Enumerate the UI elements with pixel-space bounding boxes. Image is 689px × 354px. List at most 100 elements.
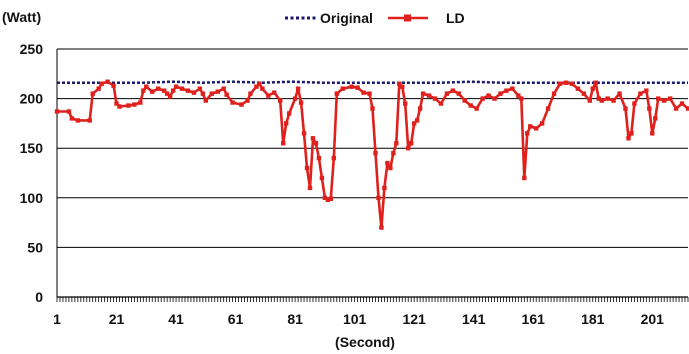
legend: Original LD [285, 10, 465, 26]
data-point [185, 88, 191, 93]
y-tick-label: 100 [20, 190, 44, 206]
data-point [623, 106, 628, 111]
data-point [114, 101, 119, 106]
data-point [590, 86, 595, 91]
data-point [99, 81, 104, 86]
legend-original: Original [285, 10, 373, 26]
data-point [394, 141, 399, 146]
data-point [328, 196, 334, 201]
y-axis-title: (Watt) [2, 9, 41, 25]
data-point [373, 150, 378, 156]
data-point [117, 104, 122, 109]
data-point [438, 101, 444, 106]
data-point [272, 90, 277, 95]
data-point [525, 131, 530, 136]
series-ld [54, 79, 689, 230]
data-point [230, 100, 235, 105]
y-tick-label: 200 [20, 91, 44, 107]
data-point [215, 89, 220, 94]
data-point [450, 88, 456, 93]
data-point [563, 80, 569, 85]
data-point [316, 155, 322, 161]
x-tick-label: 81 [287, 311, 303, 327]
data-point [281, 141, 286, 146]
data-point [414, 118, 420, 123]
legend-ld: LD [388, 10, 465, 26]
x-tick-label: 161 [522, 311, 546, 327]
data-point [388, 165, 393, 171]
data-point [298, 100, 304, 105]
data-point [661, 98, 667, 103]
data-point [54, 109, 60, 114]
data-point [164, 91, 170, 96]
data-point [355, 85, 360, 90]
data-point [587, 98, 592, 103]
legend-ld-label: LD [446, 10, 465, 26]
x-tick-label: 61 [228, 311, 244, 327]
x-tick-label: 101 [343, 311, 367, 327]
data-point [331, 155, 337, 161]
data-point [334, 91, 339, 96]
data-point [444, 91, 450, 96]
data-point [304, 165, 310, 171]
data-point [403, 101, 408, 106]
data-point [69, 116, 75, 121]
data-point [569, 81, 575, 86]
data-point [638, 91, 643, 96]
x-tick-label: 181 [581, 311, 605, 327]
data-point [522, 175, 527, 181]
data-point [283, 121, 289, 126]
data-point [673, 106, 679, 111]
data-point [397, 81, 402, 86]
data-point [278, 98, 283, 103]
data-point [340, 86, 345, 91]
data-point [307, 185, 313, 191]
data-point [420, 91, 426, 96]
data-point [653, 116, 658, 121]
data-point [408, 141, 414, 146]
data-point [468, 103, 473, 108]
x-tick-label: 1 [53, 311, 61, 327]
y-tick-label: 50 [27, 239, 43, 255]
y-tick-label: 250 [20, 41, 44, 57]
data-point [367, 91, 372, 96]
data-point [519, 96, 524, 101]
data-point [349, 84, 354, 89]
data-point [510, 86, 515, 91]
data-point [644, 88, 649, 93]
data-point [295, 86, 301, 91]
data-point [310, 136, 316, 141]
data-point [75, 118, 81, 123]
data-point [685, 106, 689, 111]
data-point [248, 91, 253, 96]
data-point [254, 84, 259, 89]
data-point [167, 94, 173, 99]
data-point [647, 106, 652, 111]
data-point [486, 93, 491, 98]
data-point [292, 96, 298, 101]
x-tick-label: 41 [168, 311, 184, 327]
x-tick-label: 121 [402, 311, 426, 327]
data-point [141, 88, 146, 93]
data-point [656, 96, 661, 101]
data-point [197, 86, 203, 91]
data-point [516, 93, 521, 98]
series-layer [54, 79, 689, 230]
series-original [57, 80, 688, 84]
data-point [382, 185, 387, 191]
data-point [257, 81, 262, 86]
data-point [224, 92, 229, 97]
data-point [667, 96, 673, 101]
data-point [245, 98, 250, 103]
data-point [370, 106, 375, 111]
data-point [266, 93, 271, 98]
data-point [313, 141, 319, 146]
data-point [551, 91, 557, 96]
data-point [679, 101, 685, 106]
data-point [528, 124, 533, 129]
data-point [376, 195, 381, 200]
data-point [325, 197, 331, 202]
data-point [105, 79, 110, 84]
data-point [492, 96, 497, 101]
